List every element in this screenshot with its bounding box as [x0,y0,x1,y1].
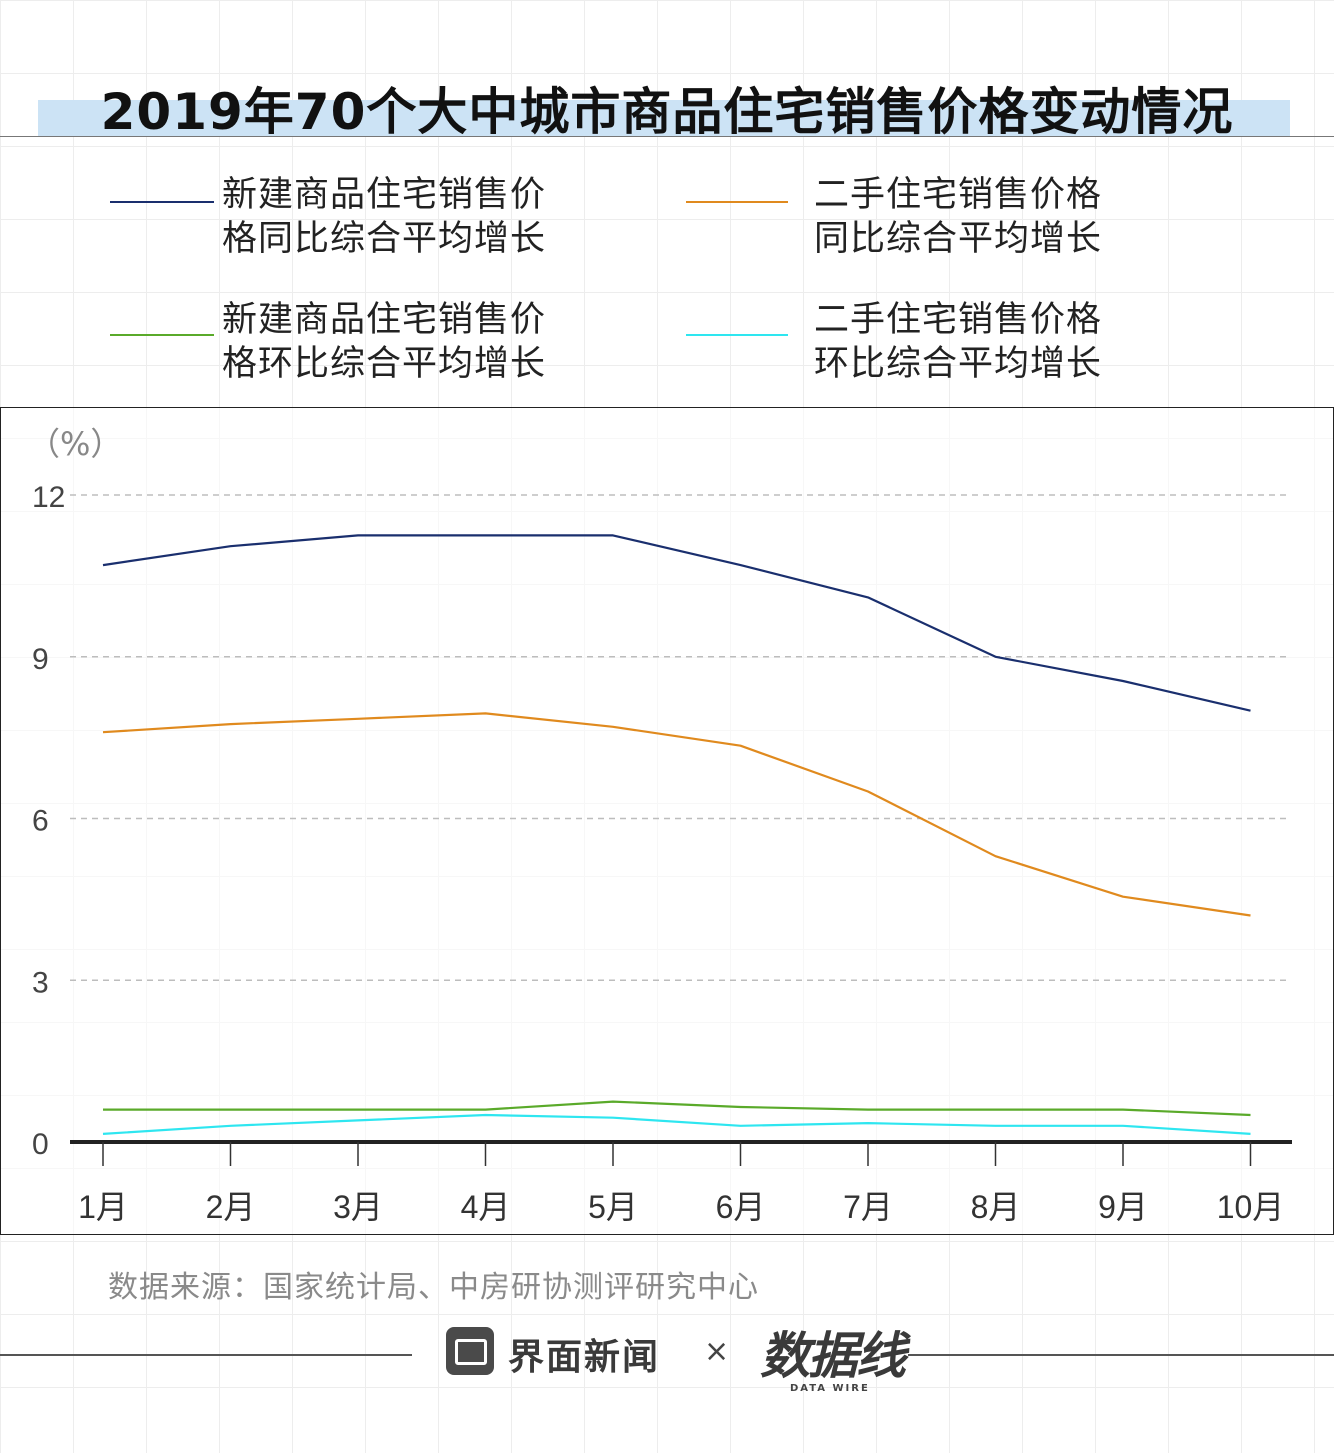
y-tick-label: 12 [32,481,65,514]
x-tick-label: 5月 [588,1189,638,1225]
y-tick-label: 0 [32,1128,49,1161]
series-line-second-yoy [102,712,1251,917]
x-tick-label: 9月 [1098,1189,1148,1225]
x-tick-label: 3月 [333,1189,383,1225]
series-line-second-mom [102,1113,1251,1135]
x-tick-label: 6月 [716,1189,766,1225]
brand-separator: × [704,1334,730,1369]
legend-item-second-mom: 二手住宅销售价格 环比综合平均增长 [686,298,1246,388]
y-tick-label: 9 [32,643,49,676]
chart-title: 2019年70个大中城市商品住宅销售价格变动情况 [100,83,1234,141]
y-tick-label: 3 [32,966,49,999]
jiemian-logo-icon [446,1327,494,1375]
legend-swatch [110,201,214,203]
brand-jiemian: 界面新闻 [508,1337,661,1378]
brand-datawire-subtitle: DATA WIRE [790,1383,870,1394]
footer-divider-left [0,1354,412,1356]
x-tick-label: 2月 [206,1189,256,1225]
y-unit-label: （%） [28,425,122,463]
chart-panel [0,407,1334,1235]
brand-datawire: 数据线 [760,1326,906,1385]
footer-divider-right [908,1354,1334,1356]
legend-label: 二手住宅销售价格 环比综合平均增长 [814,300,1103,384]
x-tick-label: 1月 [78,1189,128,1225]
y-tick-label: 6 [32,805,49,838]
legend-label: 新建商品住宅销售价 格环比综合平均增长 [222,300,547,384]
legend-item-new-yoy: 新建商品住宅销售价 格同比综合平均增长 [110,173,670,263]
legend-swatch [686,201,788,203]
legend-swatch [110,334,214,336]
title-rule [0,136,1334,137]
legend-swatch [686,334,788,336]
legend-item-new-mom: 新建商品住宅销售价 格环比综合平均增长 [110,298,670,388]
x-tick-label: 4月 [461,1189,511,1225]
data-source: 数据来源：国家统计局、中房研协测评研究中心 [108,1270,759,1305]
legend-label: 二手住宅销售价格 同比综合平均增长 [814,175,1103,259]
x-tick-label: 8月 [971,1189,1021,1225]
x-tick-label: 7月 [843,1189,893,1225]
x-tick-label: 10月 [1217,1189,1285,1225]
series-line-new-mom [103,1100,1251,1117]
legend-item-second-yoy: 二手住宅销售价格 同比综合平均增长 [686,173,1246,263]
title-highlight [38,100,1290,136]
series-line-new-yoy [102,534,1251,712]
line-chart: （%） 0 3 6 9 12 1月 2月 3月 4月 5月 6月 7月 8月 9月 10月 [28,425,1292,1225]
legend-label: 新建商品住宅销售价 格同比综合平均增长 [222,175,547,259]
